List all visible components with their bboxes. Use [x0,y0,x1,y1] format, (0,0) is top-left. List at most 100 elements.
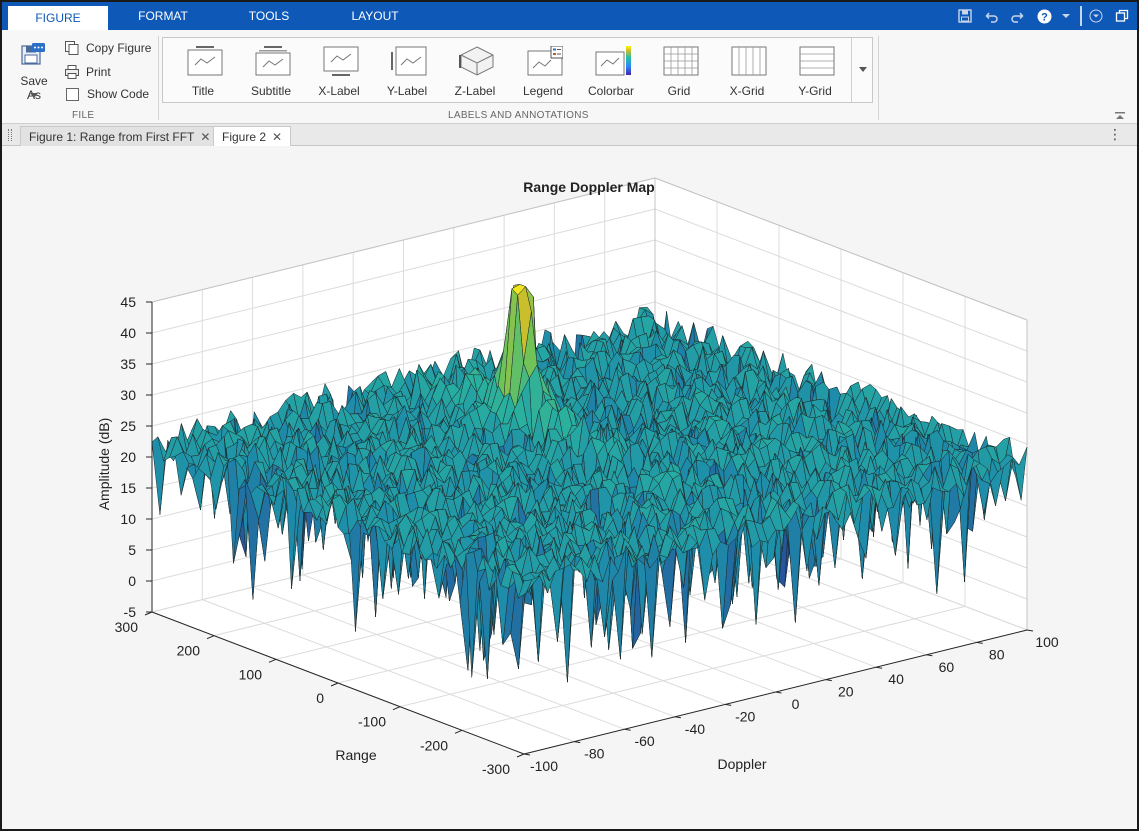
tab-format[interactable]: FORMAT [138,9,188,23]
collapse-toolstrip-icon[interactable] [1114,110,1126,124]
chart-title: Range Doppler Map [523,179,654,195]
zlabel-label: Z-Label [454,84,496,98]
doc-tab-figure-2[interactable]: Figure 2 ✕ [213,126,292,146]
grid-line [654,301,1028,445]
chevron-down-icon [30,93,38,98]
x-tick [574,741,581,744]
copy-figure-button[interactable]: Copy Figure [64,40,151,56]
grid-icon [663,46,699,76]
y-tick [454,729,463,734]
more-options-icon[interactable]: ⋮ [1108,126,1122,142]
show-code-label: Show Code [87,87,150,101]
save-as-button[interactable]: Save As [12,40,56,110]
xgrid-button[interactable]: X-Grid [714,42,780,100]
y-tick-label: 100 [239,666,263,682]
x-tick-label: 40 [888,671,904,687]
ylabel-icon [391,46,427,76]
collapse-ribbon-icon[interactable] [1088,8,1104,24]
x-tick [825,679,832,682]
z-tick-label: 15 [120,480,136,496]
zlabel: Amplitude (dB) [96,418,112,511]
xlabel-label: X-Label [318,84,360,98]
figure-canvas[interactable]: -100 -80 -60 -40 -20 0 20 40 60 80 100 -300 -200 -100… [2,146,1137,829]
y-tick [392,706,401,711]
checkbox-box[interactable] [66,87,79,101]
doc-tab-figure-1[interactable]: Figure 1: Range from First FFT ✕ [20,126,220,146]
x-tick-label: -60 [634,733,654,749]
legend-icon [527,46,563,76]
print-label: Print [86,65,111,79]
ribbon-tab-strip: FIGURE FORMAT TOOLS LAYOUT ? [2,2,1137,30]
colorbar-button[interactable]: Colorbar [578,42,644,100]
ribbon-panel: Save As Copy Figure Print Show Code FILE… [2,30,1137,124]
redo-icon[interactable] [1009,8,1025,24]
x-tick-label: -100 [530,758,558,774]
subtitle-label: Subtitle [250,84,292,98]
x-tick [976,641,983,644]
legend-button[interactable]: Legend [510,42,576,100]
x-tick [725,703,732,706]
y-tick [268,658,277,663]
grid-button[interactable]: Grid [646,42,712,100]
y-tick [516,753,525,758]
labels-annotations-gallery: Title Subtitle X-Label Y-Label Z-Label [162,37,873,103]
close-icon[interactable]: ✕ [272,129,283,144]
x-tick-label: -20 [735,708,755,724]
x-tick [523,753,531,756]
xgrid-icon [731,46,767,76]
save-icon[interactable] [957,8,973,24]
xlabel-icon [323,46,359,76]
grid-line [461,605,966,731]
toolbar-divider [1080,6,1082,26]
colorbar-icon [595,46,631,76]
z-tick-label: -5 [124,604,137,620]
axes-box-edge [654,177,1028,321]
x-tick-label: 100 [1035,634,1059,650]
y-tick [206,635,215,640]
close-icon[interactable]: ✕ [200,129,211,144]
range-doppler-surface-plot[interactable]: -100-80-60-40-20020406080100-300-200-100… [2,146,1137,829]
x-tick [926,654,933,657]
tab-layout[interactable]: LAYOUT [351,9,399,23]
y-tick-label: -300 [482,761,510,777]
y-tick [330,682,339,687]
x-tick-label: 80 [989,646,1005,662]
xlabel-button[interactable]: X-Label [306,42,372,100]
print-button[interactable]: Print [64,64,111,80]
title-label: Title [191,84,215,98]
z-tick-label: 30 [120,387,136,403]
title-button[interactable]: Title [170,42,236,100]
z-tick-label: 25 [120,418,136,434]
show-code-checkbox[interactable]: Show Code [64,87,149,101]
y-tick-label: 0 [316,690,324,706]
labels-section-label: LABELS AND ANNOTATIONS [448,110,589,121]
x-tick-label: 20 [838,684,854,700]
chevron-down-icon [858,67,867,72]
subtitle-button[interactable]: Subtitle [238,42,304,100]
zlabel-button[interactable]: Z-Label [442,42,508,100]
grid-line [654,208,1028,352]
tab-tools[interactable]: TOOLS [248,9,290,23]
help-icon[interactable]: ? [1036,8,1052,24]
x-tick-label: -40 [685,721,705,737]
undo-icon[interactable] [984,8,1000,24]
x-tick [876,666,883,669]
grid-line [151,270,656,396]
grid-line [151,301,656,427]
help-dropdown-icon[interactable] [1058,8,1074,24]
drag-handle-icon[interactable] [8,129,12,141]
tab-figure[interactable]: FIGURE [8,3,108,30]
gallery-expand-button[interactable] [851,38,873,102]
zlabel-icon [459,46,494,76]
ygrid-label: Y-Grid [798,84,832,98]
xgrid-label: X-Grid [729,84,765,98]
restore-window-icon[interactable] [1114,8,1130,24]
ygrid-button[interactable]: Y-Grid [782,42,848,100]
section-divider [158,36,159,120]
x-tick-label: 60 [939,659,955,675]
svg-text:?: ? [1041,11,1048,23]
grid-line [654,239,1028,383]
y-tick-label: 300 [115,619,139,635]
document-tab-bar: Figure 1: Range from First FFT ✕ Figure … [2,124,1137,146]
ylabel-button[interactable]: Y-Label [374,42,440,100]
